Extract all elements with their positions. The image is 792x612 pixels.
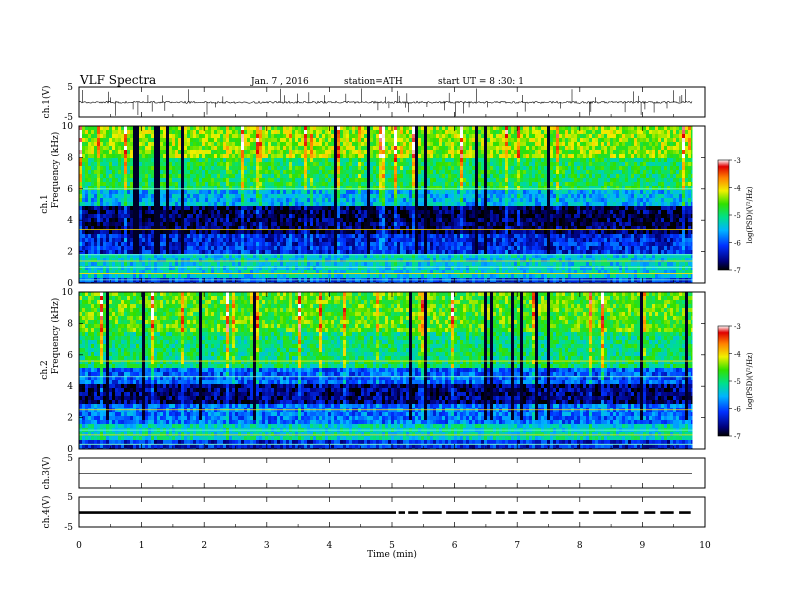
y-tick-label: 4 — [67, 382, 73, 392]
no-data-region — [692, 126, 705, 283]
y-tick-label: 8 — [67, 319, 73, 329]
colorbar-tick-label: -4 — [734, 351, 741, 359]
x-tick-label: 8 — [577, 541, 583, 551]
colorbar-tick-label: -6 — [734, 406, 741, 414]
x-tick-label: 9 — [640, 541, 646, 551]
y-tick-label: 2 — [67, 248, 73, 258]
ch2-spectrogram — [79, 292, 705, 449]
x-tick-label: 4 — [327, 541, 333, 551]
colorbar-tick-label: -6 — [734, 240, 741, 248]
colorbar-tick-label: -3 — [734, 323, 741, 331]
y-tick-label: 6 — [67, 351, 73, 361]
header-station: station=ATH — [344, 77, 403, 87]
y-tick-label: 10 — [62, 288, 74, 298]
y-tick-label: 5 — [67, 493, 73, 503]
no-data-region — [692, 292, 705, 449]
ch1-spectrogram — [79, 126, 705, 283]
x-tick-label: 5 — [389, 541, 395, 551]
ch2-spectrogram-ylabel-line1: ch.2 — [40, 360, 50, 379]
ch4-waveform-ylabel: ch.4(V) — [41, 496, 52, 529]
colorbar-tick-label: -5 — [734, 212, 741, 220]
y-tick-label: 2 — [67, 414, 73, 424]
y-tick-label: -5 — [64, 523, 73, 533]
x-tick-label: 6 — [452, 541, 458, 551]
ch1-spectrogram-ylabel-line1: ch.1 — [40, 194, 50, 213]
colorbar-tick-label: -5 — [734, 378, 741, 386]
ch1-waveform-line — [78, 100, 693, 104]
y-tick-label: 5 — [67, 83, 73, 93]
colorbar-tick-label: -3 — [734, 157, 741, 165]
y-tick-label: 4 — [67, 216, 73, 226]
x-tick-label: 7 — [514, 541, 520, 551]
colorbar-tick-label: -4 — [734, 185, 741, 193]
x-tick-label: 10 — [699, 541, 711, 551]
y-tick-label: -5 — [64, 113, 73, 123]
ch2-colorbar-label: log(PSD)(V²/Hz) — [746, 352, 754, 409]
y-tick-label: 10 — [62, 122, 74, 132]
y-tick-label: 8 — [67, 153, 73, 163]
ch3-waveform-ylabel: ch.3(V) — [41, 457, 52, 490]
colorbar-tick-label: -7 — [734, 433, 741, 441]
y-tick-label: 0 — [67, 445, 73, 455]
x-tick-label: 0 — [76, 541, 82, 551]
header-date: Jan. 7 , 2016 — [250, 77, 309, 87]
ch2-spectrogram-ylabel-line2: Frequency (kHz) — [50, 298, 61, 375]
ch1-colorbar-label: log(PSD)(V²/Hz) — [746, 186, 754, 243]
y-tick-label: 0 — [67, 279, 73, 289]
colorbar-tick-label: -7 — [734, 267, 741, 275]
x-axis-label: Time (min) — [367, 549, 417, 560]
ch1-waveform-ylabel: ch.1(V) — [41, 86, 52, 119]
y-tick-label: 5 — [67, 454, 73, 464]
ch1-waveform-spikes — [82, 88, 686, 117]
ch1-spectrogram-ylabel-line2: Frequency (kHz) — [50, 132, 61, 209]
chart-title: VLF Spectra — [79, 73, 156, 87]
ch1-colorbar — [717, 159, 730, 271]
header-start-time: start UT = 8 :30: 1 — [438, 77, 524, 87]
y-tick-label: 6 — [67, 185, 73, 195]
x-tick-label: 1 — [139, 541, 145, 551]
x-tick-label: 2 — [201, 541, 207, 551]
ch2-colorbar — [717, 325, 730, 437]
x-tick-label: 3 — [264, 541, 270, 551]
